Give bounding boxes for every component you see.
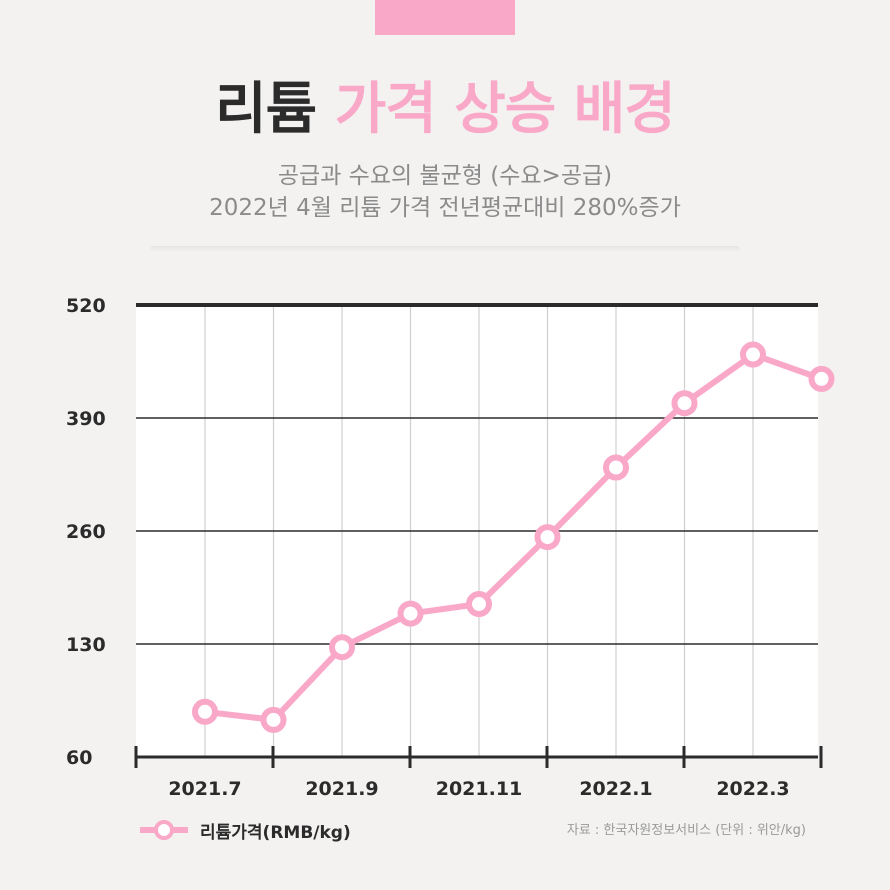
legend-label: 리튬가격(RMB/kg) [200,822,351,843]
top-decorative-tab [375,0,515,35]
subtitle-line-2: 2022년 4월 리튬 가격 전년평균대비 280%증가 [209,195,681,221]
data-point [329,634,355,661]
title-dark-part: 리튬 [215,77,317,142]
data-point [534,524,561,551]
y-tick-label: 390 [66,408,106,430]
data-point [192,698,218,725]
source-note: 자료 : 한국자원정보서비스 (단위 : 위안/kg) [566,823,806,838]
legend-swatch [140,815,188,845]
header-divider [150,246,740,252]
data-point [466,591,492,618]
data-point [671,390,698,417]
x-tick-label: 2022.3 [716,778,789,800]
x-tick-label: 2022.1 [579,778,652,800]
subtitle: 공급과 수요의 불균형 (수요>공급) 2022년 4월 리튬 가격 전년평균대… [0,160,890,224]
y-tick-label: 520 [66,295,106,317]
y-tick-label: 60 [66,747,92,769]
y-tick-label: 260 [66,521,106,543]
title-accent-part: 가격 상승 배경 [334,77,676,142]
subtitle-line-1: 공급과 수요의 불균형 (수요>공급) [277,163,613,189]
data-point [260,706,287,733]
data-point [603,454,629,481]
data-point [397,600,424,627]
x-tick-label: 2021.9 [305,778,378,800]
data-point [808,365,835,392]
x-tick-label: 2021.7 [168,778,241,800]
y-tick-label: 130 [66,634,106,656]
series-line [202,351,825,723]
data-point [740,341,766,368]
x-tick-label: 2021.11 [436,778,523,800]
legend-marker-icon [154,820,174,840]
page-title: 리튬 가격 상승 배경 [0,70,890,150]
chart-legend: 리튬가격(RMB/kg) [140,815,351,845]
